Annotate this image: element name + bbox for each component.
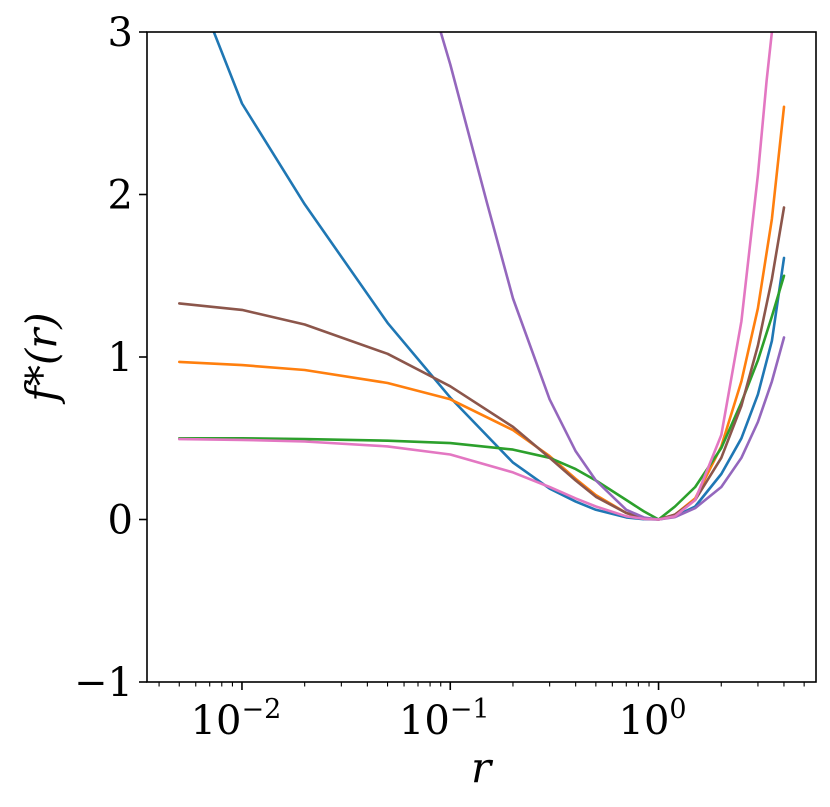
y-axis-label: f*(r) bbox=[17, 312, 66, 404]
series-line-3 bbox=[178, 274, 786, 521]
x-axis-label: r bbox=[471, 743, 494, 792]
plot-frame bbox=[146, 31, 817, 683]
series-line-4 bbox=[178, 206, 786, 521]
y-tick-label: 2 bbox=[108, 173, 133, 219]
y-tick-label: 0 bbox=[108, 498, 133, 544]
x-tick-label: 10−2 bbox=[191, 694, 282, 744]
series-layer bbox=[178, 32, 786, 521]
x-tick-label: 100 bbox=[619, 694, 687, 744]
y-tick-label: 3 bbox=[108, 10, 133, 56]
ticks-layer: −1 0 1 2 3 10−2 10−1 100 bbox=[74, 10, 805, 744]
series-line-6 bbox=[178, 32, 774, 521]
y-tick-label: −1 bbox=[74, 660, 133, 706]
series-line-5 bbox=[439, 32, 786, 521]
series-line-2 bbox=[178, 105, 786, 521]
y-tick-label: 1 bbox=[108, 335, 133, 381]
x-tick-label: 10−1 bbox=[399, 694, 490, 744]
